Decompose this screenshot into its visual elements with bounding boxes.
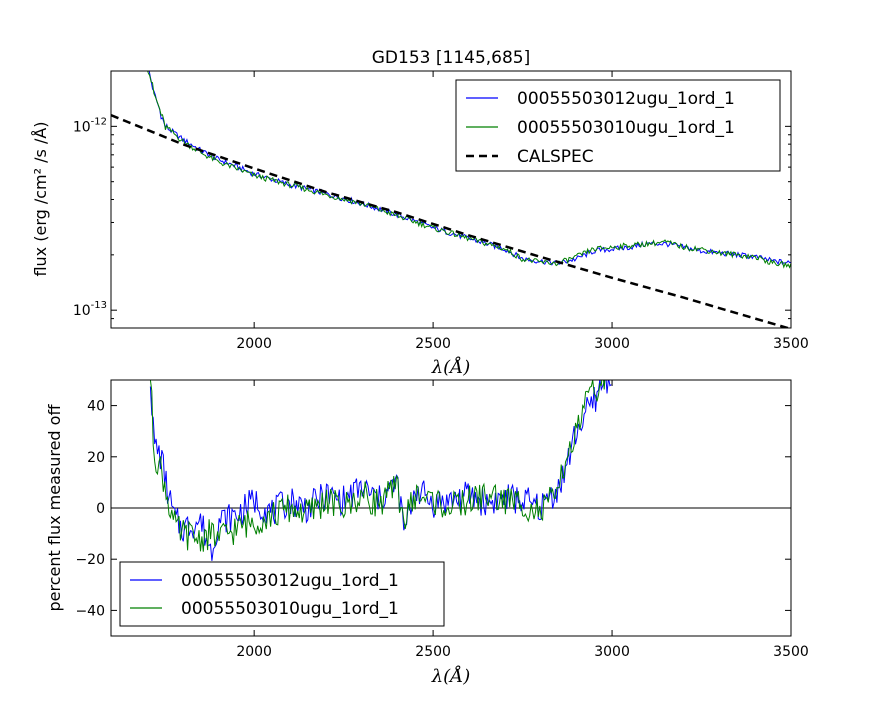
top-series-group xyxy=(111,71,791,328)
top-x-axis-label: λ(Å) xyxy=(431,356,470,378)
top-x-tick-label: 3000 xyxy=(594,336,630,352)
bottom-x-tick-label: 2000 xyxy=(236,644,272,660)
top-legend-label-1: 00055503010ugu_1ord_1 xyxy=(517,118,735,138)
top-x-tick-label: 2500 xyxy=(415,336,451,352)
top-y-tick-base: 10 xyxy=(73,303,91,319)
bottom-y-tick-label: 20 xyxy=(87,450,105,466)
top-panel: GD153 [1145,685] 2000 2500 3000 3500 10-121… xyxy=(31,48,809,378)
bottom-x-axis: 2000 2500 3000 3500 xyxy=(236,380,809,660)
top-y-tick-label: 10-12 xyxy=(73,116,107,135)
bottom-y-tick-label: 40 xyxy=(87,399,105,415)
top-y-axis-label-text: flux (erg /cm² /s /Å) xyxy=(31,121,50,276)
bottom-panel: 2000 2500 3000 3500 −40 −20 0 20 40 λ(Å) percen… xyxy=(45,379,809,687)
bottom-x-tick-label: 3000 xyxy=(594,644,630,660)
bottom-y-tick-label: 0 xyxy=(96,501,105,517)
bottom-series-group xyxy=(111,380,791,561)
top-x-tick-label: 2000 xyxy=(236,336,272,352)
bottom-legend-label-0: 00055503012ugu_1ord_1 xyxy=(181,571,399,591)
bottom-series-line-1 xyxy=(149,380,606,552)
bottom-y-tick-label: −40 xyxy=(75,603,105,619)
bottom-legend-label-1: 00055503010ugu_1ord_1 xyxy=(181,599,399,619)
bottom-x-tick-label: 2500 xyxy=(415,644,451,660)
bottom-x-axis-label: λ(Å) xyxy=(431,665,470,687)
top-series-line-1 xyxy=(147,71,791,269)
bottom-legend-box xyxy=(119,561,445,627)
top-legend-box xyxy=(455,79,781,172)
top-chart-title: GD153 [1145,685] xyxy=(372,48,531,68)
top-y-axis-label: flux (erg /cm² /s /Å) xyxy=(31,121,50,276)
bottom-y-axis: −40 −20 0 20 40 xyxy=(75,399,791,619)
bottom-legend: 00055503012ugu_1ord_1 00055503010ugu_1ord… xyxy=(119,561,445,627)
top-legend: 00055503012ugu_1ord_1 00055503010ugu_1ord… xyxy=(455,79,781,172)
bottom-x-tick-label: 3500 xyxy=(773,644,809,660)
top-y-tick-exponent: -12 xyxy=(91,116,107,127)
bottom-y-tick-label: −20 xyxy=(75,552,105,568)
top-x-tick-label: 3500 xyxy=(773,336,809,352)
top-y-tick-exponent: -13 xyxy=(91,300,107,311)
top-legend-label-2: CALSPEC xyxy=(517,147,594,167)
top-y-tick-base: 10 xyxy=(73,119,91,135)
top-x-axis: 2000 2500 3000 3500 xyxy=(236,71,809,352)
top-y-tick-label: 10-13 xyxy=(73,300,107,319)
top-legend-label-0: 00055503012ugu_1ord_1 xyxy=(517,89,735,109)
bottom-y-axis-label: percent flux measured off xyxy=(45,404,64,612)
top-series-line-2 xyxy=(111,114,791,328)
